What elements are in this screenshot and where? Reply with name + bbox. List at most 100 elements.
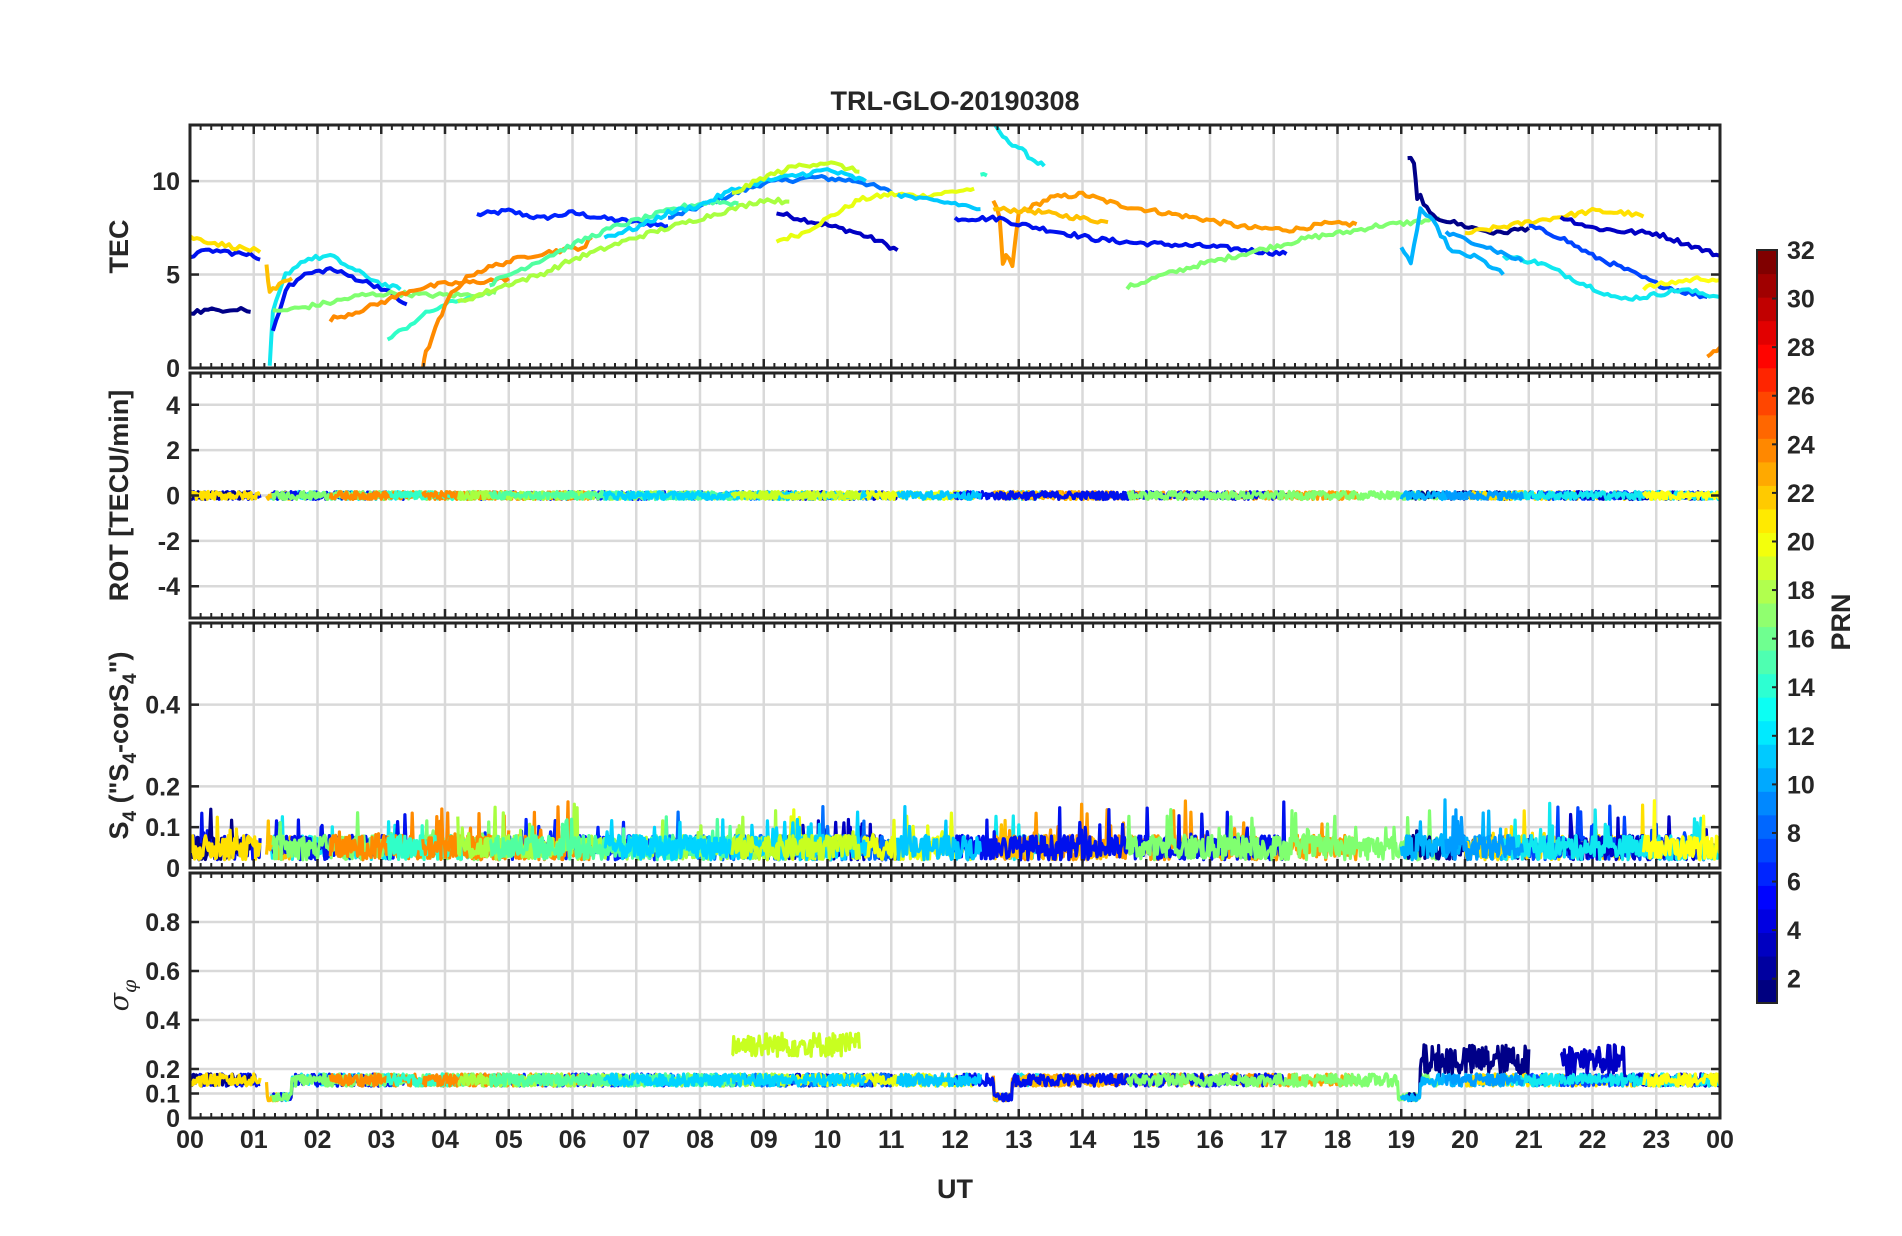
- x-tick-label: 16: [1196, 1126, 1224, 1154]
- y-tick-label: 0.1: [145, 1081, 180, 1109]
- tec-series-prn-1: [190, 306, 251, 316]
- y-tick-label: 10: [152, 168, 180, 196]
- x-tick-label: 18: [1324, 1126, 1352, 1154]
- tec-series-prn-1: [1407, 155, 1531, 236]
- colorbar-tick-label: 16: [1787, 626, 1815, 654]
- colorbar-tick-label: 20: [1787, 528, 1815, 556]
- colorbar-tick-label: 24: [1787, 431, 1815, 459]
- colorbar-swatch: [1757, 602, 1777, 628]
- rot-series-prn-16: [1126, 489, 1441, 502]
- y-tick-label: 0.2: [145, 1056, 180, 1084]
- colorbar-swatch: [1757, 767, 1777, 792]
- colorbar-tick-label: 18: [1787, 577, 1815, 605]
- x-axis-label: UT: [937, 1174, 973, 1204]
- colorbar-swatch: [1757, 814, 1777, 839]
- y-tick-label: 5: [166, 262, 180, 290]
- x-tick-label: 06: [559, 1126, 587, 1154]
- tec-series-prn-10: [1399, 206, 1505, 276]
- x-tick-label: 05: [495, 1126, 523, 1154]
- panel-s4: 0 0.1 0.2 0.4S4 ("S4-corS4"): [104, 621, 1722, 883]
- tec-series-prn-3: [270, 266, 408, 332]
- s4-series-prn-9: [1444, 808, 1524, 862]
- colorbar-swatch: [1757, 555, 1777, 581]
- y-tick-label: 0.4: [145, 692, 180, 720]
- x-tick-label: 12: [941, 1126, 969, 1154]
- s4-series-prn-20: [1641, 799, 1720, 862]
- tec-series-prn-13: [267, 252, 402, 366]
- x-tick-label: 04: [431, 1126, 459, 1154]
- y-tick-label: 0.8: [145, 909, 180, 937]
- x-tick-label: 22: [1579, 1126, 1607, 1154]
- x-tick-label: 00: [1706, 1126, 1734, 1154]
- tec-series-prn-14: [980, 172, 988, 178]
- tec-series-prn-3: [190, 247, 261, 262]
- x-tick-label: 19: [1387, 1126, 1415, 1154]
- y-tick-label: -4: [158, 573, 180, 601]
- tec-series-prn-9: [1444, 230, 1524, 263]
- colorbar-swatch: [1757, 650, 1777, 675]
- colorbar-swatch: [1757, 367, 1777, 392]
- x-tick-label: 17: [1260, 1126, 1288, 1154]
- tec-series-prn-13: [1501, 253, 1720, 302]
- colorbar-tick-label: 2: [1787, 966, 1801, 994]
- tec-series-prn-22: [992, 205, 1109, 225]
- tec-series-prn-2: [776, 211, 899, 252]
- series-group: [190, 798, 1720, 862]
- y-tick-label: 0.6: [145, 958, 180, 986]
- panel-sigma_phi: 00.10.2 0.4 0.6 0.8 σφ: [104, 871, 1722, 1133]
- tec-series-prn-24: [1706, 346, 1720, 359]
- colorbar-swatch: [1757, 720, 1777, 745]
- rot-series-prn-21: [190, 489, 261, 501]
- colorbar-tick-label: 6: [1787, 869, 1801, 897]
- y-tick-label: 2: [166, 437, 180, 465]
- colorbar-swatch: [1757, 744, 1777, 769]
- colorbar-swatch: [1757, 697, 1777, 722]
- rot-series-prn-9: [1444, 490, 1524, 501]
- colorbar-swatch: [1757, 885, 1777, 910]
- colorbar-swatch: [1757, 626, 1777, 651]
- y-tick-label: 0.4: [145, 1007, 180, 1035]
- colorbar-swatch: [1757, 955, 1777, 981]
- colorbar-swatch: [1757, 438, 1777, 463]
- colorbar-swatch: [1757, 579, 1777, 604]
- s4-series-prn-16: [1125, 808, 1441, 862]
- tec-series-prn-16: [272, 289, 497, 313]
- rot-series-prn-18: [730, 490, 861, 501]
- tec-series-prn-3: [953, 214, 1288, 257]
- x-tick-label: 01: [240, 1126, 268, 1154]
- s4-series-prn-18: [730, 830, 861, 862]
- tec-series-prn-16: [1125, 215, 1440, 291]
- colorbar-swatch: [1757, 414, 1777, 439]
- colorbar-swatch: [1757, 297, 1777, 322]
- x-tick-label: 08: [686, 1126, 714, 1154]
- colorbar-frame: [1756, 249, 1778, 1004]
- rot-series-prn-20: [1642, 490, 1720, 501]
- x-tick-label: 15: [1132, 1126, 1160, 1154]
- colorbar-tick-label: 14: [1787, 674, 1815, 702]
- colorbar-swatch: [1757, 532, 1777, 557]
- x-tick-label: 11: [878, 1126, 905, 1154]
- tec-series-prn-21: [190, 234, 262, 254]
- tec-series-prn-19: [775, 186, 975, 244]
- series-group: [190, 1031, 1720, 1103]
- colorbar-tick-label: 30: [1787, 286, 1815, 314]
- sigma_phi-series-prn-16: [1125, 1072, 1442, 1103]
- sigma_phi-series-prn-3: [953, 1072, 1288, 1103]
- chart-title: TRL-GLO-20190308: [830, 86, 1079, 116]
- colorbar-swatch: [1757, 250, 1777, 275]
- x-tick-label: 13: [1005, 1126, 1033, 1154]
- panel-rot: -4 -2 0 2 4 ROT [TECU/min]: [104, 371, 1722, 620]
- colorbar-swatch: [1757, 273, 1777, 298]
- colorbar-tick-label: 8: [1787, 820, 1801, 848]
- tec-series-prn-13: [992, 125, 1046, 168]
- colorbar-tick-label: 12: [1787, 723, 1815, 751]
- y-tick-label: -2: [158, 528, 180, 556]
- colorbar-swatch: [1757, 344, 1777, 369]
- x-tick-label: 03: [367, 1126, 395, 1154]
- colorbar-swatch: [1757, 861, 1777, 886]
- sigma_phi-series-prn-12: [602, 1072, 867, 1088]
- colorbar-swatch: [1757, 838, 1777, 863]
- colorbar-tick-label: 4: [1787, 917, 1801, 945]
